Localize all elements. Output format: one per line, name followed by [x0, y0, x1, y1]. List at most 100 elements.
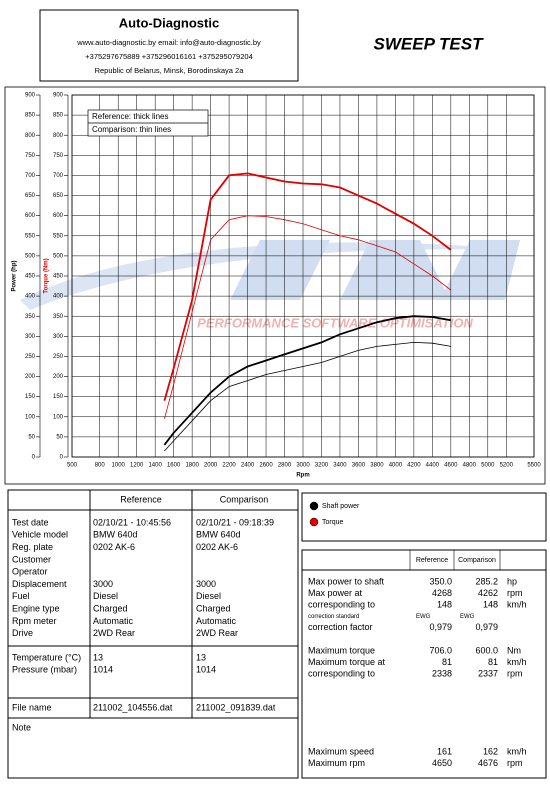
y2-tick-label: 150 — [53, 394, 64, 400]
table-cell: 4650 — [432, 758, 452, 768]
y-tick-label: 750 — [25, 153, 36, 159]
x-axis-label: Rpm — [296, 473, 309, 479]
x-tick-label: 1000 — [112, 463, 126, 469]
table-cell: km/h — [507, 657, 527, 667]
table-cell: EWG — [416, 614, 431, 620]
x-tick-label: 2800 — [278, 463, 292, 469]
table-cell: Charged — [93, 603, 128, 613]
x-tick-label: 1800 — [185, 463, 199, 469]
y-tick-label: 800 — [25, 133, 36, 139]
row-label: Maximum torque at — [308, 657, 386, 667]
y-tick-label: 350 — [25, 314, 36, 320]
row-label: Maximum torque — [308, 645, 375, 655]
row-label: Operator — [12, 567, 48, 577]
table-cell: 4676 — [478, 758, 498, 768]
table-cell: rpm — [507, 758, 523, 768]
y-tick-label: 600 — [25, 213, 36, 219]
y2-tick-label: 250 — [53, 354, 64, 360]
row-label: Temperature (°C) — [12, 652, 81, 662]
plot-border — [71, 94, 535, 458]
row-label: correction standard — [308, 614, 359, 620]
y2-tick-label: 100 — [53, 414, 64, 420]
table-cell: 706.0 — [429, 645, 452, 655]
row-label: corresponding to — [308, 599, 375, 609]
row-label: Max power to shaft — [308, 576, 385, 586]
y2-tick-label: 350 — [53, 314, 64, 320]
row-label: Fuel — [12, 591, 30, 601]
table-cell: BMW 640d — [93, 530, 138, 540]
row-label: correction factor — [308, 622, 373, 632]
table-cell: 02/10/21 - 09:18:39 — [196, 517, 274, 527]
y-tick-label: 650 — [25, 193, 36, 199]
x-tick-label: 1400 — [148, 463, 162, 469]
header-box — [39, 9, 299, 82]
x-tick-label: 3600 — [352, 463, 366, 469]
y-tick-label: 500 — [25, 253, 36, 259]
x-tick-label: 3200 — [315, 463, 329, 469]
row-label: Engine type — [12, 603, 60, 613]
column-header: Reference — [120, 494, 162, 504]
y2-tick-label: 400 — [53, 294, 64, 300]
row-label: Maximum speed — [308, 746, 374, 756]
y2-tick-label: 550 — [53, 233, 64, 239]
table-cell: Diesel — [93, 591, 118, 601]
y-tick-label: 100 — [25, 414, 36, 420]
watermark-logo — [20, 240, 520, 310]
table-cell: 81 — [488, 657, 498, 667]
row-label: Rpm meter — [12, 616, 57, 626]
y-tick-label: 550 — [25, 233, 36, 239]
table-cell: 81 — [442, 657, 452, 667]
x-tick-label: 1600 — [167, 463, 181, 469]
x-tick-label: 5500 — [527, 463, 541, 469]
x-tick-label: 4600 — [444, 463, 458, 469]
x-tick-label: 2400 — [241, 463, 255, 469]
table-cell: 13 — [93, 652, 103, 662]
table-cell: 13 — [196, 652, 206, 662]
y-tick-label: 300 — [25, 334, 36, 340]
x-tick-label: 3800 — [370, 463, 384, 469]
y2-axis-label: Torque (Nm) — [44, 258, 50, 293]
table-cell: 2WD Rear — [196, 628, 238, 638]
table-cell: 600.0 — [475, 645, 498, 655]
table-cell: 350.0 — [429, 576, 452, 586]
x-tick-label: 5000 — [481, 463, 495, 469]
table-cell: 161 — [437, 746, 452, 756]
y-tick-label: 150 — [25, 394, 36, 400]
series-line — [163, 315, 451, 446]
table-cell: 285.2 — [475, 576, 498, 586]
column-header: Comparison — [458, 557, 496, 564]
y-tick-label: 200 — [25, 374, 36, 380]
table-cell: km/h — [507, 599, 527, 609]
y-tick-label: 400 — [25, 294, 36, 300]
y-tick-label: 900 — [25, 93, 36, 99]
table-cell: hp — [507, 576, 517, 586]
table-cell: EWG — [460, 614, 475, 620]
table-cell: 1014 — [93, 665, 113, 675]
x-tick-label: 800 — [95, 463, 106, 469]
y2-tick-label: 750 — [53, 153, 64, 159]
x-tick-label: 3000 — [296, 463, 310, 469]
x-tick-label: 1200 — [130, 463, 144, 469]
row-label: Displacement — [12, 579, 67, 589]
legend-label: Shaft power — [322, 503, 360, 510]
table-cell: BMW 640d — [196, 530, 241, 540]
row-label: Note — [12, 722, 31, 732]
y2-tick-label: 0 — [60, 455, 64, 461]
table-cell: 0202 AK-6 — [196, 542, 238, 552]
report-title: SWEEP TEST — [374, 34, 485, 53]
row-label: Drive — [12, 628, 33, 638]
table-cell: 211002_091839.dat — [196, 702, 276, 712]
y2-tick-label: 300 — [53, 334, 64, 340]
y-tick-label: 700 — [25, 173, 36, 179]
table-cell: 1014 — [196, 665, 216, 675]
logo-letters — [230, 240, 520, 300]
table-cell: Charged — [196, 603, 231, 613]
x-tick-label: 4400 — [426, 463, 440, 469]
y-tick-label: 850 — [25, 113, 36, 119]
table-cell: 0202 AK-6 — [93, 542, 135, 552]
table-cell: 162 — [483, 746, 498, 756]
y2-tick-label: 850 — [53, 113, 64, 119]
